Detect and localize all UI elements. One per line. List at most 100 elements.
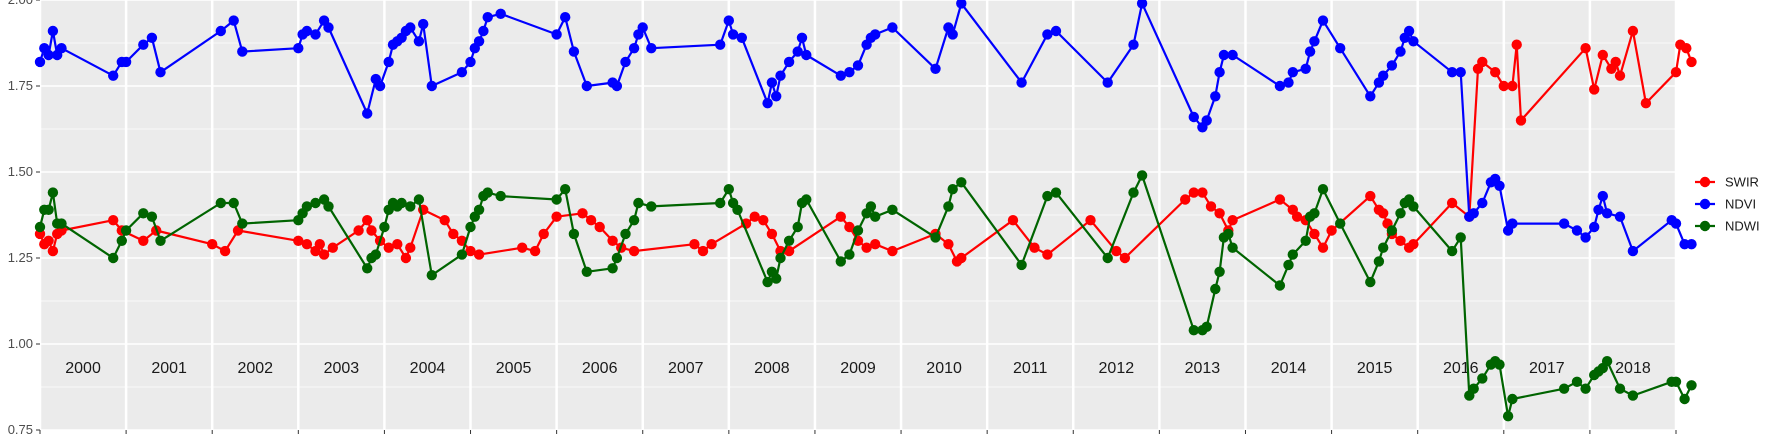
data-point-ndwi (792, 221, 803, 233)
year-label: 2015 (1357, 360, 1393, 377)
data-point-ndvi (1614, 211, 1626, 222)
data-point-ndvi (1571, 225, 1583, 236)
data-point-swir (1365, 190, 1376, 202)
data-point-ndwi (1283, 259, 1294, 271)
legend-item-ndwi: NDWI (1695, 219, 1760, 234)
data-point-ndvi (1309, 36, 1320, 47)
data-point-swir (956, 252, 967, 264)
data-point-swir (1490, 67, 1501, 78)
data-point-swir (1610, 56, 1621, 68)
data-point-swir (1477, 56, 1488, 68)
data-point-ndwi (762, 276, 773, 288)
data-point-ndvi (43, 49, 54, 61)
data-point-ndwi (771, 273, 782, 284)
data-point-ndvi (1201, 115, 1212, 126)
data-point-ndvi (1214, 67, 1225, 78)
year-label: 2003 (324, 360, 360, 377)
data-point-ndvi (413, 36, 425, 47)
legend-label: NDWI (1725, 219, 1760, 234)
year-label: 2017 (1529, 360, 1565, 377)
data-point-ndwi (560, 184, 571, 195)
data-point-ndvi (1670, 218, 1682, 229)
data-point-ndwi (1042, 190, 1053, 202)
data-point-ndwi (887, 204, 898, 215)
data-point-ndwi (1601, 356, 1613, 367)
year-label: 2013 (1185, 360, 1221, 377)
data-point-swir (1507, 80, 1518, 92)
data-point-ndwi (611, 252, 623, 264)
data-point-swir (628, 245, 640, 257)
data-point-swir (219, 245, 231, 257)
data-point-swir (301, 239, 313, 250)
series-ndwi (34, 170, 1697, 422)
data-point-ndvi (1507, 218, 1518, 229)
data-point-swir (1395, 235, 1406, 246)
legend-swatch-point (1699, 198, 1711, 210)
data-point-ndwi (801, 194, 812, 205)
data-point-swir (943, 239, 954, 250)
data-point-ndvi (1227, 49, 1238, 61)
data-point-ndwi (1477, 373, 1488, 384)
data-point-ndvi (620, 56, 631, 68)
data-point-ndvi (715, 39, 726, 50)
data-point-swir (327, 242, 338, 253)
data-point-ndvi (560, 12, 571, 23)
data-point-swir (517, 242, 528, 253)
y-tick-label: 1.00 (8, 336, 33, 351)
data-point-ndvi (1589, 221, 1600, 233)
data-point-ndvi (1335, 43, 1346, 54)
data-point-ndwi (930, 232, 941, 243)
data-point-ndwi (1274, 280, 1286, 291)
data-point-swir (1291, 211, 1303, 222)
data-point-ndwi (943, 201, 954, 212)
data-point-swir (529, 245, 541, 257)
data-point-ndwi (633, 197, 644, 209)
data-point-ndvi (1558, 218, 1570, 229)
data-point-ndvi (108, 70, 119, 81)
data-point-swir (1681, 43, 1692, 54)
data-point-ndwi (1571, 376, 1583, 387)
data-point-ndwi (108, 252, 119, 264)
data-point-ndvi (215, 25, 226, 37)
data-point-ndwi (1679, 393, 1690, 405)
data-point-ndvi (1304, 46, 1316, 57)
data-point-swir (1188, 187, 1200, 198)
data-point-ndvi (1283, 77, 1294, 88)
data-point-swir (108, 215, 119, 226)
data-point-ndvi (383, 56, 394, 68)
legend-item-ndvi: NDVI (1695, 197, 1756, 212)
data-point-swir (1317, 242, 1329, 253)
y-tick-label: 1.25 (8, 250, 33, 265)
data-point-ndvi (1050, 25, 1062, 37)
data-point-swir (1589, 84, 1600, 95)
data-point-ndwi (947, 184, 958, 195)
data-point-ndvi (418, 18, 429, 30)
series-ndvi (34, 0, 1697, 257)
data-point-ndwi (323, 201, 334, 212)
data-point-ndwi (1502, 411, 1514, 422)
data-point-ndwi (1386, 225, 1398, 236)
legend-swatch-point (1699, 176, 1711, 188)
year-label: 2016 (1443, 360, 1479, 377)
data-point-swir (689, 239, 700, 250)
year-labels: 2000 2001 2002 2003 2004 2005 2006 2007 2008 2009… (65, 360, 1651, 377)
data-point-ndvi (1128, 39, 1139, 50)
data-point-ndwi (47, 187, 59, 198)
data-point-ndwi (456, 249, 468, 260)
data-point-swir (1042, 249, 1053, 260)
data-point-ndvi (844, 67, 855, 78)
legend-label: NDVI (1725, 197, 1756, 212)
data-point-ndvi (155, 67, 166, 78)
data-point-ndvi (870, 29, 881, 40)
series-layer (34, 0, 1697, 422)
data-point-ndvi (228, 15, 239, 26)
data-point-ndvi (766, 77, 778, 88)
data-point-ndwi (56, 218, 67, 229)
data-point-ndvi (1468, 208, 1479, 219)
data-point-swir (538, 228, 549, 240)
data-point-ndwi (1686, 380, 1697, 391)
data-point-ndwi (568, 228, 580, 240)
year-label: 2006 (582, 360, 618, 377)
data-point-ndvi (1317, 15, 1329, 26)
